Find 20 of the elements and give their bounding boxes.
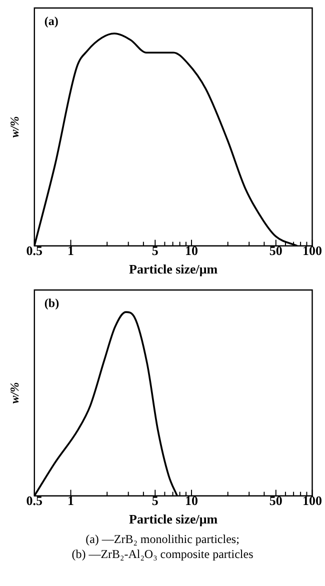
text: (a) —ZrB₂ monolithic particles;: [84, 532, 240, 547]
x-tick-label: 10: [185, 242, 198, 258]
chart-title: (b): [44, 296, 60, 310]
x-axis-title: Particle size/μm: [129, 262, 218, 277]
x-tick-label: 100: [302, 242, 322, 258]
y-axis-title: w/%: [7, 382, 22, 404]
x-tick-label: 1: [68, 242, 74, 258]
x-tick-label: 50: [269, 242, 282, 258]
x-tick-label: 5: [152, 492, 159, 508]
x-tick-label: 5: [152, 242, 159, 258]
x-tick-label: 50: [269, 492, 282, 508]
x-tick-label: 0.5: [26, 492, 44, 508]
text: (b) —ZrB₂-Al₂O₃ composite particles: [70, 547, 254, 562]
x-tick-label: 10: [185, 492, 198, 508]
x-axis-title: Particle size/μm: [129, 512, 218, 527]
x-tick-label: 100: [302, 492, 322, 508]
x-tick-label: 0.5: [26, 242, 44, 258]
x-tick-label: 1: [68, 492, 74, 508]
chart-title: (a): [44, 14, 58, 28]
y-axis-title: w/%: [7, 116, 22, 138]
